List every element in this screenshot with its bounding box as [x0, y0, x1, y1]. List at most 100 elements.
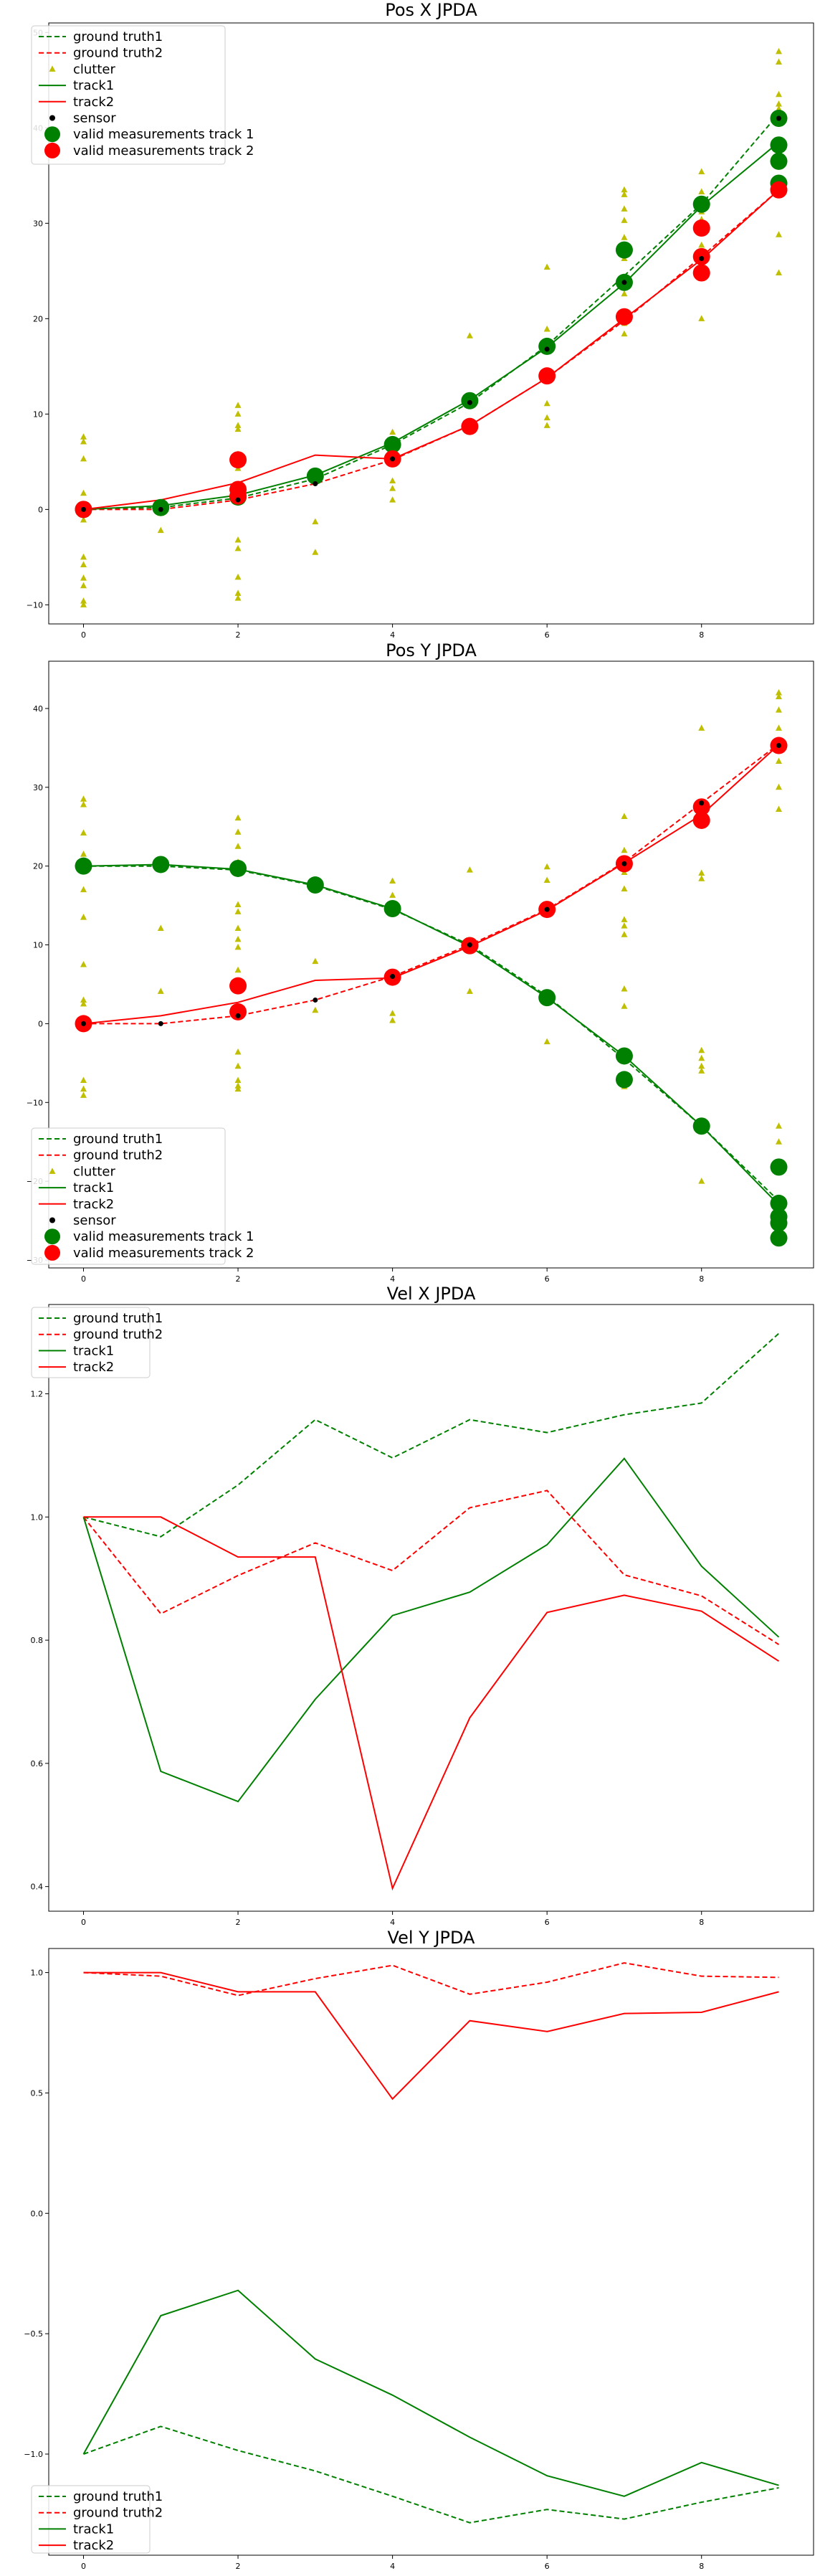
- y-tick-label: 30: [33, 783, 43, 792]
- series-line-track2: [83, 1516, 780, 1891]
- plot-area: [75, 688, 788, 1247]
- clutter-point: [80, 597, 87, 604]
- sensor-point: [313, 480, 318, 486]
- x-tick-label: 2: [236, 1274, 241, 1284]
- series-line-track1: [82, 1457, 780, 1803]
- legend-label: valid measurements track 1: [73, 127, 254, 142]
- legend-label: track2: [73, 1360, 114, 1375]
- y-tick-label: 40: [33, 704, 43, 714]
- clutter-point: [621, 846, 628, 853]
- valid-measurement-track1-point: [770, 1194, 788, 1212]
- series-line-ground-truth1: [83, 113, 780, 511]
- sensor-point: [235, 497, 241, 503]
- clutter-point: [80, 1000, 87, 1007]
- clutter-point: [80, 433, 87, 440]
- clutter-point: [80, 601, 87, 607]
- legend-label: ground truth2: [73, 1327, 163, 1343]
- clutter-point: [312, 957, 319, 965]
- valid-measurement-track1-point: [615, 241, 633, 259]
- legend-label: ground truth1: [73, 1311, 163, 1326]
- x-tick-label: 0: [81, 1274, 86, 1284]
- clutter-point: [80, 1092, 87, 1098]
- clutter-point: [389, 428, 396, 435]
- legend-clutter-marker: [49, 1168, 56, 1174]
- x-tick-label: 0: [81, 630, 86, 640]
- chart-title: Vel X JPDA: [387, 1284, 476, 1304]
- clutter-point: [234, 924, 242, 931]
- x-tick-label: 4: [390, 630, 395, 640]
- clutter-point: [389, 877, 396, 884]
- legend-label: track1: [73, 2521, 114, 2537]
- clutter-point: [157, 988, 164, 994]
- sensor-point: [544, 346, 550, 352]
- clutter-point: [234, 589, 242, 596]
- clutter-point: [234, 901, 242, 907]
- legend-label: clutter: [73, 1164, 115, 1179]
- clutter-point: [543, 325, 550, 332]
- x-tick-label: 6: [545, 1918, 550, 1927]
- valid-measurement-track1-point: [383, 435, 401, 453]
- clutter-point: [80, 1085, 87, 1092]
- y-tick-label: 10: [33, 941, 43, 950]
- legend-sensor-marker: [49, 1217, 55, 1223]
- plot-frame: [48, 660, 814, 1269]
- legend-label: track2: [73, 2538, 114, 2553]
- clutter-point: [234, 422, 242, 428]
- y-tick-label: −1.0: [24, 2450, 43, 2459]
- x-tick-label: 8: [699, 1918, 704, 1927]
- plot-frame: [48, 22, 814, 625]
- legend-valid-marker: [44, 1244, 60, 1261]
- legend-label: track2: [73, 1197, 114, 1212]
- x-tick-label: 4: [390, 1918, 395, 1927]
- chart-title: Vel Y JPDA: [388, 1928, 476, 1948]
- valid-measurement-track1-point: [383, 899, 401, 917]
- clutter-point: [776, 1138, 782, 1145]
- sensor-point: [544, 906, 550, 912]
- clutter-point: [234, 1048, 242, 1055]
- clutter-point: [776, 47, 782, 55]
- clutter-point: [312, 549, 319, 555]
- plot-frame: [48, 1948, 814, 2556]
- legend-label: sensor: [73, 1213, 116, 1228]
- clutter-point: [234, 595, 242, 601]
- clutter-point: [80, 829, 87, 836]
- valid-measurement-track2-point: [692, 264, 710, 282]
- legend-label: ground truth1: [73, 2489, 163, 2504]
- clutter-point: [698, 168, 705, 175]
- clutter-point: [466, 866, 473, 873]
- clutter-point: [157, 924, 164, 931]
- series-line-track2: [83, 1971, 779, 2101]
- clutter-point: [776, 757, 782, 764]
- x-tick-label: 2: [236, 630, 241, 640]
- series-line-track2: [83, 744, 780, 1025]
- series-line-ground-truth2: [83, 189, 780, 511]
- sensor-point: [467, 942, 472, 948]
- clutter-point: [389, 1017, 396, 1023]
- valid-measurement-track2-point: [229, 451, 247, 469]
- valid-measurement-track1-point: [692, 1117, 710, 1135]
- clutter-point: [698, 1054, 705, 1061]
- clutter-point: [621, 330, 628, 337]
- valid-measurement-track2-point: [229, 1003, 247, 1021]
- chart-velx: Vel X JPDA 0 2 4 6 8 0.4 0.6 0.8 1.0 1.2 ground tru…: [31, 1284, 814, 1927]
- clutter-point: [80, 574, 87, 581]
- y-tick-label: −10: [27, 600, 43, 610]
- clutter-point: [776, 100, 782, 107]
- sensor-point: [313, 997, 318, 1003]
- series-line-ground-truth1: [83, 1332, 780, 1538]
- legend-label: ground truth2: [73, 1148, 163, 1163]
- clutter-point: [234, 544, 242, 551]
- clutter-point: [80, 437, 87, 445]
- sensor-point: [158, 506, 163, 512]
- legend-label: sensor: [73, 111, 116, 126]
- clutter-point: [776, 688, 782, 696]
- valid-measurement-track1-point: [615, 1071, 633, 1089]
- x-tick-label: 6: [545, 630, 550, 640]
- legend-sensor-marker: [49, 115, 55, 121]
- valid-measurement-track2-point: [692, 811, 710, 829]
- clutter-point: [389, 477, 396, 483]
- series-line-ground-truth2: [83, 743, 780, 1025]
